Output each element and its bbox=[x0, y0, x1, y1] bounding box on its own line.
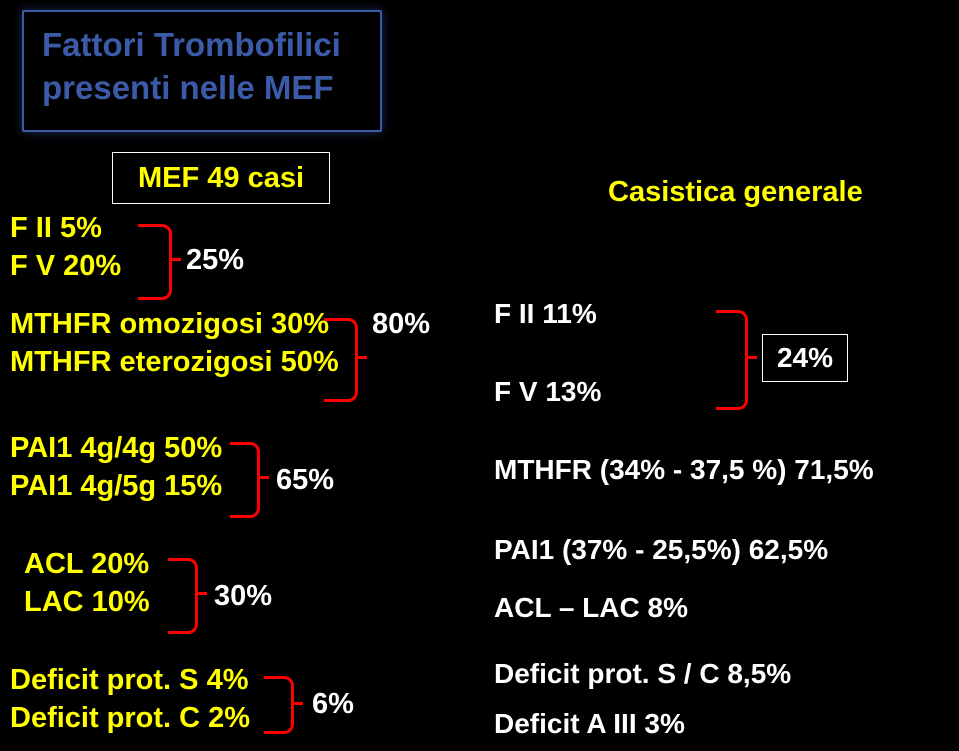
bracket-mthfr bbox=[324, 318, 358, 402]
right-def-sc: Deficit prot. S / C 8,5% bbox=[494, 658, 791, 690]
left-pai1-a: PAI1 4g/4g 50% bbox=[10, 432, 222, 465]
bracket-mthfr-mid bbox=[355, 356, 367, 359]
left-acl: ACL 20% bbox=[24, 548, 149, 581]
bracket-acl-lac bbox=[168, 558, 198, 634]
pct-80: 80% bbox=[372, 308, 430, 341]
pct-25: 25% bbox=[186, 244, 244, 277]
bracket-fii-fv bbox=[138, 224, 172, 300]
left-acl-text: ACL 20% bbox=[24, 548, 149, 580]
left-lac: LAC 10% bbox=[24, 586, 150, 619]
title-box: Fattori Trombofilici presenti nelle MEF bbox=[22, 10, 382, 132]
left-pai1-a-text: PAI1 4g/4g 50% bbox=[10, 432, 222, 464]
left-def-c: Deficit prot. C 2% bbox=[10, 702, 250, 735]
left-mthfr-etero: MTHFR eterozigosi 50% bbox=[10, 346, 339, 379]
right-fii: F II 11% bbox=[494, 298, 597, 330]
pct-30: 30% bbox=[214, 580, 272, 613]
right-mthfr: MTHFR (34% - 37,5 %) 71,5% bbox=[494, 454, 874, 486]
pct-24-box: 24% bbox=[762, 334, 848, 382]
left-def-c-text: Deficit prot. C 2% bbox=[10, 702, 250, 734]
left-fii-text: F II 5% bbox=[10, 212, 102, 244]
pct-6: 6% bbox=[312, 688, 354, 721]
pct-65: 65% bbox=[276, 464, 334, 497]
bracket-pai1-mid bbox=[257, 476, 269, 479]
right-pai1: PAI1 (37% - 25,5%) 62,5% bbox=[494, 534, 828, 566]
left-def-s-text: Deficit prot. S 4% bbox=[10, 664, 249, 696]
bracket-pai1 bbox=[230, 442, 260, 518]
left-pai1-b: PAI1 4g/5g 15% bbox=[10, 470, 222, 503]
left-pai1-b-text: PAI1 4g/5g 15% bbox=[10, 470, 222, 502]
bracket-right-f-mid bbox=[745, 356, 757, 359]
bracket-deficit bbox=[264, 676, 294, 734]
left-mthfr-omo: MTHFR omozigosi 30% bbox=[10, 308, 329, 341]
title-line-2: presenti nelle MEF bbox=[42, 67, 362, 110]
bracket-right-f bbox=[716, 310, 748, 410]
right-acl-lac: ACL – LAC 8% bbox=[494, 592, 688, 624]
right-fv: F V 13% bbox=[494, 376, 601, 408]
mef-box: MEF 49 casi bbox=[112, 152, 330, 204]
left-fv: F V 20% bbox=[10, 250, 121, 283]
left-lac-text: LAC 10% bbox=[24, 586, 150, 618]
title-line-1: Fattori Trombofilici bbox=[42, 24, 362, 67]
bracket-fii-fv-mid bbox=[169, 258, 181, 261]
left-def-s: Deficit prot. S 4% bbox=[10, 664, 249, 697]
left-fv-text: F V 20% bbox=[10, 250, 121, 282]
left-fii: F II 5% bbox=[10, 212, 102, 245]
left-mthfr-omo-text: MTHFR omozigosi 30% bbox=[10, 308, 329, 340]
bracket-acl-lac-mid bbox=[195, 592, 207, 595]
right-title: Casistica generale bbox=[608, 176, 863, 209]
bracket-deficit-mid bbox=[291, 702, 303, 705]
left-mthfr-etero-text: MTHFR eterozigosi 50% bbox=[10, 346, 339, 378]
right-def-a3: Deficit A III 3% bbox=[494, 708, 685, 740]
